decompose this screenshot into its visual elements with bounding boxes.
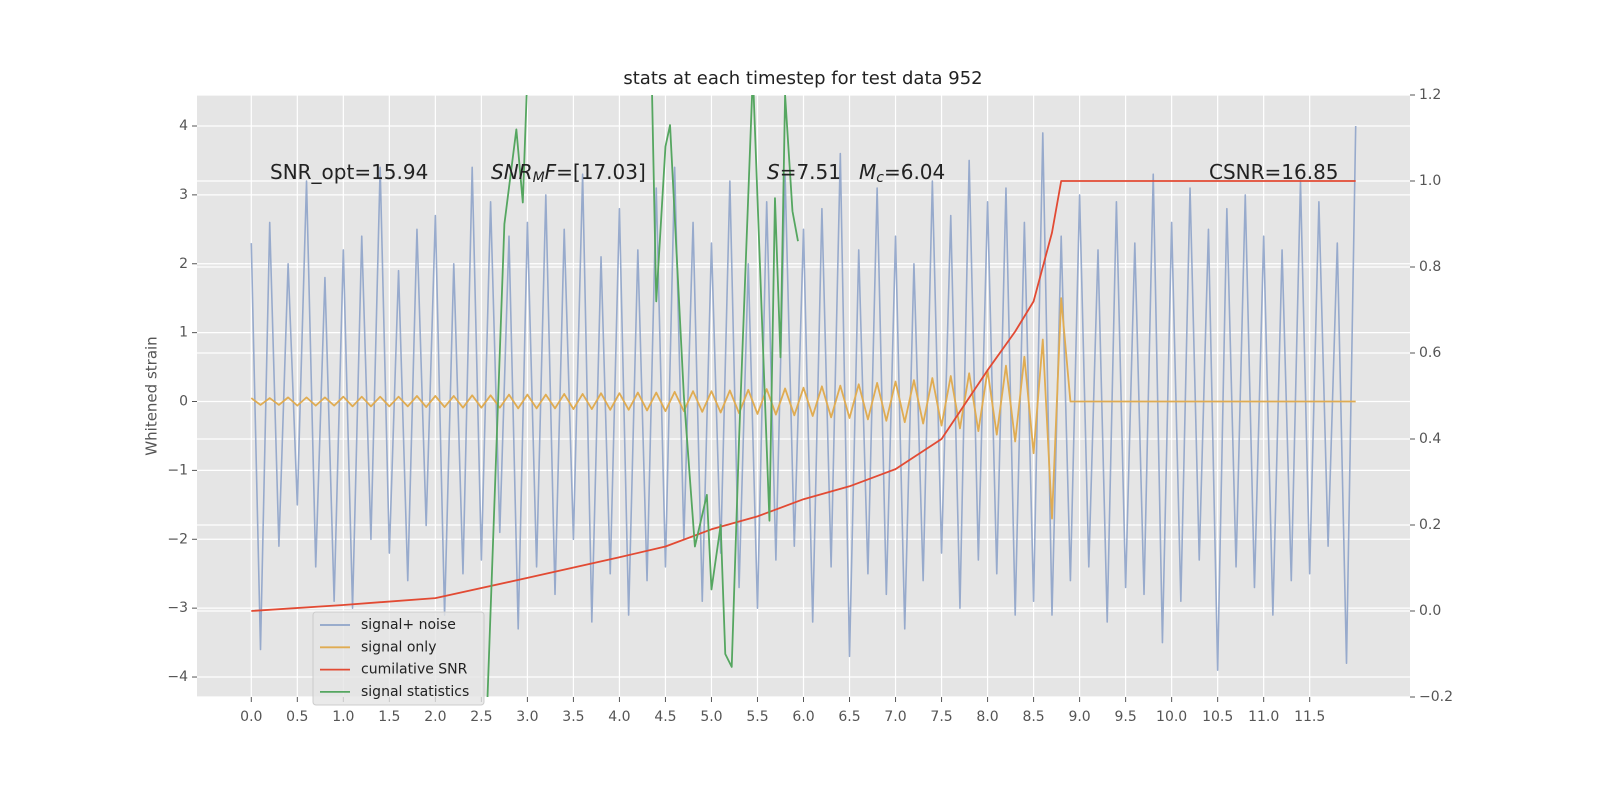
annotation: SNRMF=[17.03]	[491, 160, 646, 187]
annotation: CSNR=16.85	[1209, 160, 1339, 184]
legend-box	[312, 611, 485, 706]
y2-tick-label: −0.2	[1419, 689, 1453, 705]
x-tick-label: 1.0	[332, 709, 354, 725]
annotation-part: SNR	[491, 160, 533, 184]
series-line	[250, 125, 1357, 671]
y-tick-label: 4	[179, 118, 188, 134]
y-tick-label: 1	[179, 325, 188, 341]
y-tick-label: −4	[167, 669, 188, 685]
annotation-part: SNR_opt=15.94	[270, 160, 428, 184]
overlay: 0.0 0.5 1.0 1.5 2.0 2.5 3.0 3.5 4.0 4.5 5.0 5.5 6.0 6…	[167, 87, 1453, 725]
legend-label: cumilative SNR	[361, 662, 468, 678]
x-tick-label: 4.5	[654, 709, 676, 725]
y-tick-label: −1	[167, 462, 188, 478]
annotation-part: =6.04	[884, 160, 945, 184]
annotation-part: S	[767, 160, 780, 184]
x-tick-label: 9.0	[1068, 709, 1090, 725]
series-line	[250, 297, 1356, 520]
x-tick-label: 2.0	[424, 709, 446, 725]
x-tick-label: 11.5	[1294, 709, 1325, 725]
y2-tick-label: 0.0	[1419, 603, 1441, 619]
grid	[197, 94, 1410, 698]
y2-tick-label: 0.6	[1419, 345, 1441, 361]
series-line	[486, 95, 799, 697]
x-tick-label: 2.5	[470, 709, 492, 725]
annotation-part: =[17.03]	[556, 160, 646, 184]
y2-tick-label: 1.2	[1419, 87, 1441, 103]
y-tick-label: −3	[167, 600, 188, 616]
annotation-part: M	[859, 160, 876, 184]
x-tick-label: 5.0	[700, 709, 722, 725]
y2-tick-label: 0.8	[1419, 259, 1441, 275]
x-tick-label: 6.5	[838, 709, 860, 725]
x-tick-label: 7.0	[884, 709, 906, 725]
x-tick-label: 8.5	[1022, 709, 1044, 725]
y-tick-label: −2	[167, 531, 188, 547]
x-tick-label: 1.5	[378, 709, 400, 725]
legend-label: signal+ noise	[361, 617, 456, 633]
y2-tick-label: 0.2	[1419, 517, 1441, 533]
x-tick-label: 5.5	[746, 709, 768, 725]
series-group	[250, 95, 1357, 697]
x-tick-label: 6.0	[792, 709, 814, 725]
x-tick-label: 11.0	[1248, 709, 1279, 725]
x-tick-label: 7.5	[930, 709, 952, 725]
annotation-part: c	[876, 170, 884, 186]
annotation: SNR_opt=15.94	[270, 160, 428, 184]
x-tick-label: 9.5	[1114, 709, 1136, 725]
y2-tick-label: 1.0	[1419, 173, 1441, 189]
annotation-part: =7.51	[780, 160, 841, 184]
x-tick-label: 4.0	[608, 709, 630, 725]
x-tick-label: 8.0	[976, 709, 998, 725]
series-line	[251, 180, 1356, 612]
annotation-part: CSNR=16.85	[1209, 160, 1339, 184]
x-tick-label: 10.5	[1202, 709, 1233, 725]
x-tick-label: 0.0	[240, 709, 262, 725]
y-tick-label: 3	[179, 187, 188, 203]
y-tick-label: 2	[179, 256, 188, 272]
y-tick-label: 0	[179, 394, 188, 410]
annotation: Mc=6.04	[859, 160, 945, 187]
x-tick-label: 10.0	[1156, 709, 1187, 725]
legend-label: signal only	[361, 639, 436, 655]
x-tick-label: 3.5	[562, 709, 584, 725]
annotation: S=7.51	[767, 160, 841, 184]
chart-title: stats at each timestep for test data 952	[623, 68, 982, 89]
y-axis-label: Whitened strain	[143, 336, 161, 455]
x-tick-label: 3.0	[516, 709, 538, 725]
annotation-part: F	[545, 160, 557, 184]
legend-label: signal statistics	[361, 684, 469, 700]
y2-tick-label: 0.4	[1419, 431, 1441, 447]
x-tick-label: 0.5	[286, 709, 308, 725]
annotation-part: M	[533, 170, 545, 186]
